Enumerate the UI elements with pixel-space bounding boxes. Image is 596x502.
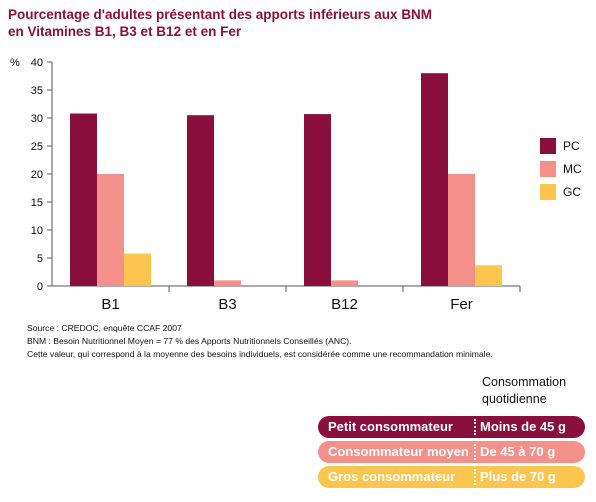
chart-notes: Source : CREDOC, enquête CCAF 2007 BNM :… xyxy=(27,322,493,361)
source-note: Source : CREDOC, enquête CCAF 2007 xyxy=(27,323,182,333)
petit-consommateur-row: Petit consommateur Moins de 45 g xyxy=(318,416,585,438)
bar-mc-b1 xyxy=(97,174,124,286)
x-tick-label: B1 xyxy=(101,296,119,313)
y-tick-label: 0 xyxy=(37,281,43,293)
chart-title: Pourcentage d'adultes présentant des app… xyxy=(8,6,588,40)
x-tick-label: B12 xyxy=(331,296,358,313)
consommation-title-line-2: quotidienne xyxy=(482,392,547,406)
y-tick-label: 30 xyxy=(31,113,43,125)
legend-swatch-gc xyxy=(540,184,556,200)
dotted-separator xyxy=(474,444,476,460)
consumption-value: Plus de 70 g xyxy=(480,469,556,484)
bar-gc-b1 xyxy=(124,253,151,286)
legend-swatch-mc xyxy=(540,161,556,177)
legend-swatch-pc xyxy=(540,138,556,154)
consommation-title: Consommation quotidienne xyxy=(482,374,566,408)
y-tick-label: 40 xyxy=(31,57,43,69)
consumer-label: Consommateur moyen xyxy=(328,444,469,459)
consumption-value: Moins de 45 g xyxy=(480,419,566,434)
bar-pc-b1 xyxy=(70,113,97,287)
y-tick-label: 15 xyxy=(31,197,43,209)
x-tick-label: Fer xyxy=(450,296,473,313)
bar-pc-b3 xyxy=(187,115,214,286)
dotted-separator xyxy=(474,469,476,485)
bar-chart: 0 5 10 15 20 25 30 35 40% B1 B3 B12 Fer PC MC GC xyxy=(10,57,582,313)
y-tick-label: 35 xyxy=(31,85,43,97)
bar-mc-b3 xyxy=(214,280,241,286)
y-tick-label: 20 xyxy=(31,169,43,181)
dotted-separator xyxy=(474,419,476,435)
x-tick-label: B3 xyxy=(218,296,236,313)
recommendation-note: Cette valeur, qui correspond à la moyenn… xyxy=(27,349,493,359)
bar-pc-fer xyxy=(421,73,448,286)
chart-title-line-2: en Vitamines B1, B3 et B12 et en Fer xyxy=(8,24,242,39)
consumer-label: Gros consommateur xyxy=(328,469,456,484)
consumption-value: De 45 à 70 g xyxy=(480,444,556,459)
y-tick-label: 25 xyxy=(31,141,43,153)
y-tick-label: 5 xyxy=(37,253,43,265)
bar-pc-b12 xyxy=(304,114,331,286)
gros-consommateur-row: Gros consommateur Plus de 70 g xyxy=(318,466,585,488)
consommation-title-line-1: Consommation xyxy=(482,375,567,389)
chart-title-line-1: Pourcentage d'adultes présentant des app… xyxy=(8,7,433,22)
y-axis-label: % xyxy=(10,57,20,69)
bar-mc-fer xyxy=(448,174,475,286)
legend-label-gc: GC xyxy=(563,185,581,199)
bar-mc-b12 xyxy=(331,280,358,286)
legend-label-mc: MC xyxy=(563,162,582,176)
consumer-label: Petit consommateur xyxy=(328,419,453,434)
bnm-note: BNM : Besoin Nutritionnel Moyen = 77 % d… xyxy=(27,336,352,346)
legend-label-pc: PC xyxy=(563,139,580,153)
bar-gc-fer xyxy=(475,265,502,286)
y-tick-label: 10 xyxy=(31,225,43,237)
consommateur-moyen-row: Consommateur moyen De 45 à 70 g xyxy=(318,441,585,463)
